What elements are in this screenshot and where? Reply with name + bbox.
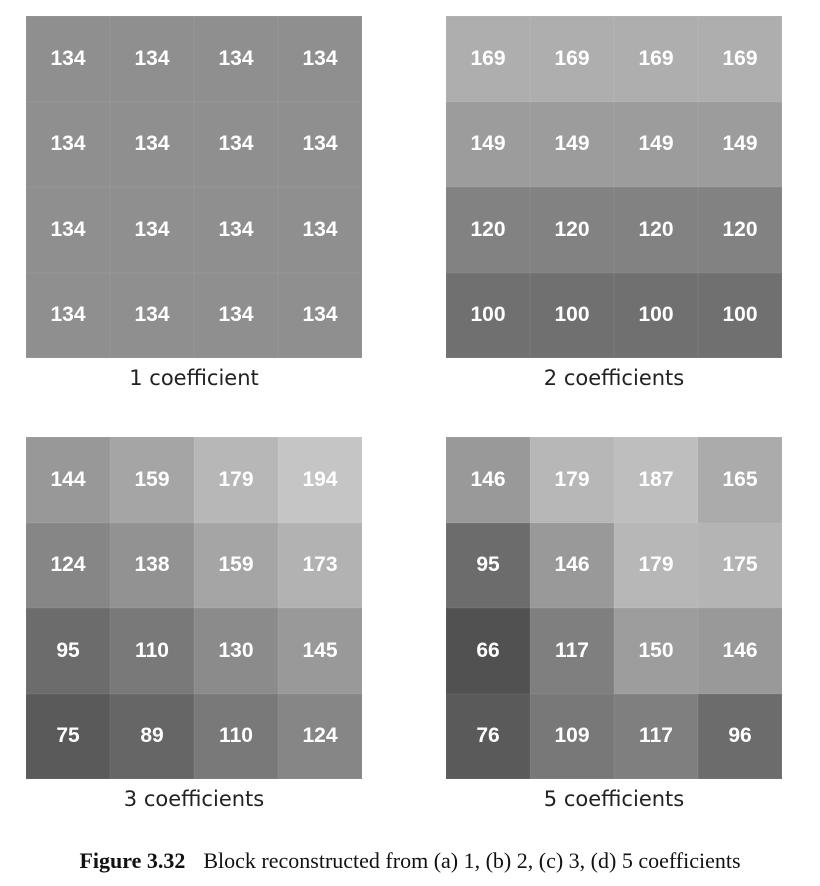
block-cell: 134: [278, 101, 362, 187]
block-cell: 100: [698, 272, 782, 358]
block-cell: 120: [530, 187, 614, 273]
block-cell: 169: [446, 16, 530, 102]
block-cell: 66: [446, 608, 530, 694]
block-cell: 159: [110, 437, 194, 523]
block-cell: 179: [614, 522, 698, 608]
panel-caption-a: 1 coefficient: [129, 366, 259, 390]
block-cell: 145: [278, 608, 362, 694]
block-cell: 134: [110, 16, 194, 102]
block-cell: 95: [26, 608, 110, 694]
block-cell: 110: [110, 608, 194, 694]
block-cell: 95: [446, 522, 530, 608]
panel-d: 146 179 187 165 95 146 179 175 66 117 150 146 76 109 1…: [446, 437, 782, 811]
figure-caption: Figure 3.32 Block reconstructed from (a) …: [0, 848, 820, 874]
block-cell: 100: [614, 272, 698, 358]
block-cell: 134: [194, 187, 278, 273]
block-cell: 100: [446, 272, 530, 358]
block-cell: 110: [194, 693, 278, 779]
block-cell: 120: [446, 187, 530, 273]
block-grid-b: 169 169 169 169 149 149 149 149 120 120 120 120 100 1…: [446, 16, 782, 358]
block-cell: 96: [698, 693, 782, 779]
block-cell: 120: [614, 187, 698, 273]
block-grid-a: 134 134 134 134 134 134 134 134 134 134 134 134 134 1…: [26, 16, 362, 358]
block-cell: 149: [446, 101, 530, 187]
block-cell: 146: [698, 608, 782, 694]
block-cell: 76: [446, 693, 530, 779]
block-grid-d: 146 179 187 165 95 146 179 175 66 117 150 146 76 109 1…: [446, 437, 782, 779]
block-cell: 130: [194, 608, 278, 694]
block-cell: 124: [278, 693, 362, 779]
block-cell: 173: [278, 522, 362, 608]
block-cell: 117: [614, 693, 698, 779]
block-cell: 194: [278, 437, 362, 523]
block-cell: 134: [26, 272, 110, 358]
block-grid-c: 144 159 179 194 124 138 159 173 95 110 130 145 75 89 1…: [26, 437, 362, 779]
block-cell: 134: [194, 16, 278, 102]
block-cell: 134: [26, 16, 110, 102]
block-cell: 89: [110, 693, 194, 779]
panel-caption-b: 2 coefficients: [543, 366, 685, 390]
panel-caption-c: 3 coefficients: [123, 787, 265, 811]
block-cell: 75: [26, 693, 110, 779]
block-cell: 134: [26, 101, 110, 187]
panel-b: 169 169 169 169 149 149 149 149 120 120 120 120 100 1…: [446, 16, 782, 390]
block-cell: 134: [110, 187, 194, 273]
block-cell: 134: [278, 187, 362, 273]
block-cell: 134: [194, 101, 278, 187]
block-cell: 134: [278, 272, 362, 358]
block-cell: 144: [26, 437, 110, 523]
block-cell: 109: [530, 693, 614, 779]
panel-caption-d: 5 coefficients: [543, 787, 685, 811]
block-cell: 165: [698, 437, 782, 523]
block-cell: 134: [194, 272, 278, 358]
block-cell: 175: [698, 522, 782, 608]
block-cell: 100: [530, 272, 614, 358]
block-cell: 149: [530, 101, 614, 187]
panel-a: 134 134 134 134 134 134 134 134 134 134 134 134 134 1…: [26, 16, 362, 390]
block-cell: 134: [278, 16, 362, 102]
block-cell: 117: [530, 608, 614, 694]
block-cell: 179: [194, 437, 278, 523]
block-cell: 134: [110, 101, 194, 187]
block-cell: 187: [614, 437, 698, 523]
block-cell: 159: [194, 522, 278, 608]
block-cell: 150: [614, 608, 698, 694]
block-cell: 138: [110, 522, 194, 608]
block-cell: 169: [530, 16, 614, 102]
block-cell: 149: [698, 101, 782, 187]
block-cell: 120: [698, 187, 782, 273]
block-cell: 146: [530, 522, 614, 608]
block-cell: 149: [614, 101, 698, 187]
block-cell: 146: [446, 437, 530, 523]
block-cell: 179: [530, 437, 614, 523]
block-cell: 169: [698, 16, 782, 102]
block-cell: 134: [26, 187, 110, 273]
figure-label: Figure 3.32: [79, 848, 186, 873]
figure-text: Block reconstructed from (a) 1, (b) 2, (…: [203, 848, 741, 873]
block-cell: 134: [110, 272, 194, 358]
block-cell: 169: [614, 16, 698, 102]
panel-c: 144 159 179 194 124 138 159 173 95 110 130 145 75 89 1…: [26, 437, 362, 811]
block-cell: 124: [26, 522, 110, 608]
